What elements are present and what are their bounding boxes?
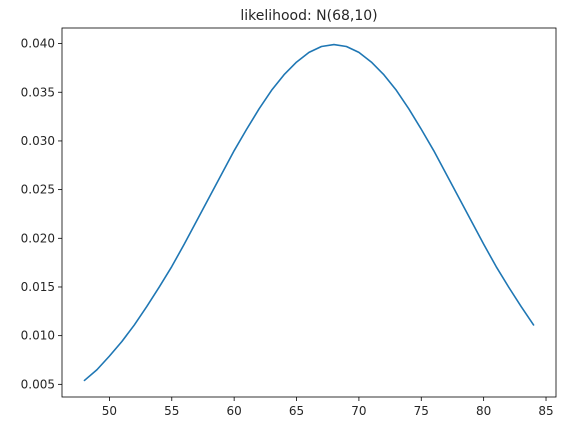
y-tick-label: 0.005: [21, 377, 55, 391]
x-tick-label: 55: [164, 404, 179, 418]
y-axis-ticks: 0.005 0.010 0.015 0.020 0.025 0.030 0.035 0.040: [21, 37, 62, 391]
x-tick-label: 75: [414, 404, 429, 418]
y-tick-label: 0.030: [21, 134, 55, 148]
x-tick-label: 60: [227, 404, 242, 418]
x-tick-label: 50: [102, 404, 117, 418]
x-tick-label: 65: [289, 404, 304, 418]
axes-frame: [61, 27, 557, 398]
chart-title: likelihood: N(68,10): [240, 8, 377, 24]
y-tick-label: 0.025: [21, 183, 55, 197]
y-tick-label: 0.015: [21, 280, 55, 294]
y-tick-label: 0.020: [21, 231, 55, 245]
y-tick-label: 0.035: [21, 85, 55, 99]
x-tick-label: 70: [351, 404, 366, 418]
x-axis-ticks: 50 55 60 65 70 75 80 85: [102, 397, 554, 418]
y-tick-label: 0.010: [21, 329, 55, 343]
series-line: [83, 43, 535, 382]
x-tick-label: 85: [538, 404, 553, 418]
x-tick-label: 80: [476, 404, 491, 418]
y-tick-label: 0.040: [21, 37, 55, 51]
series-group: [83, 43, 535, 382]
